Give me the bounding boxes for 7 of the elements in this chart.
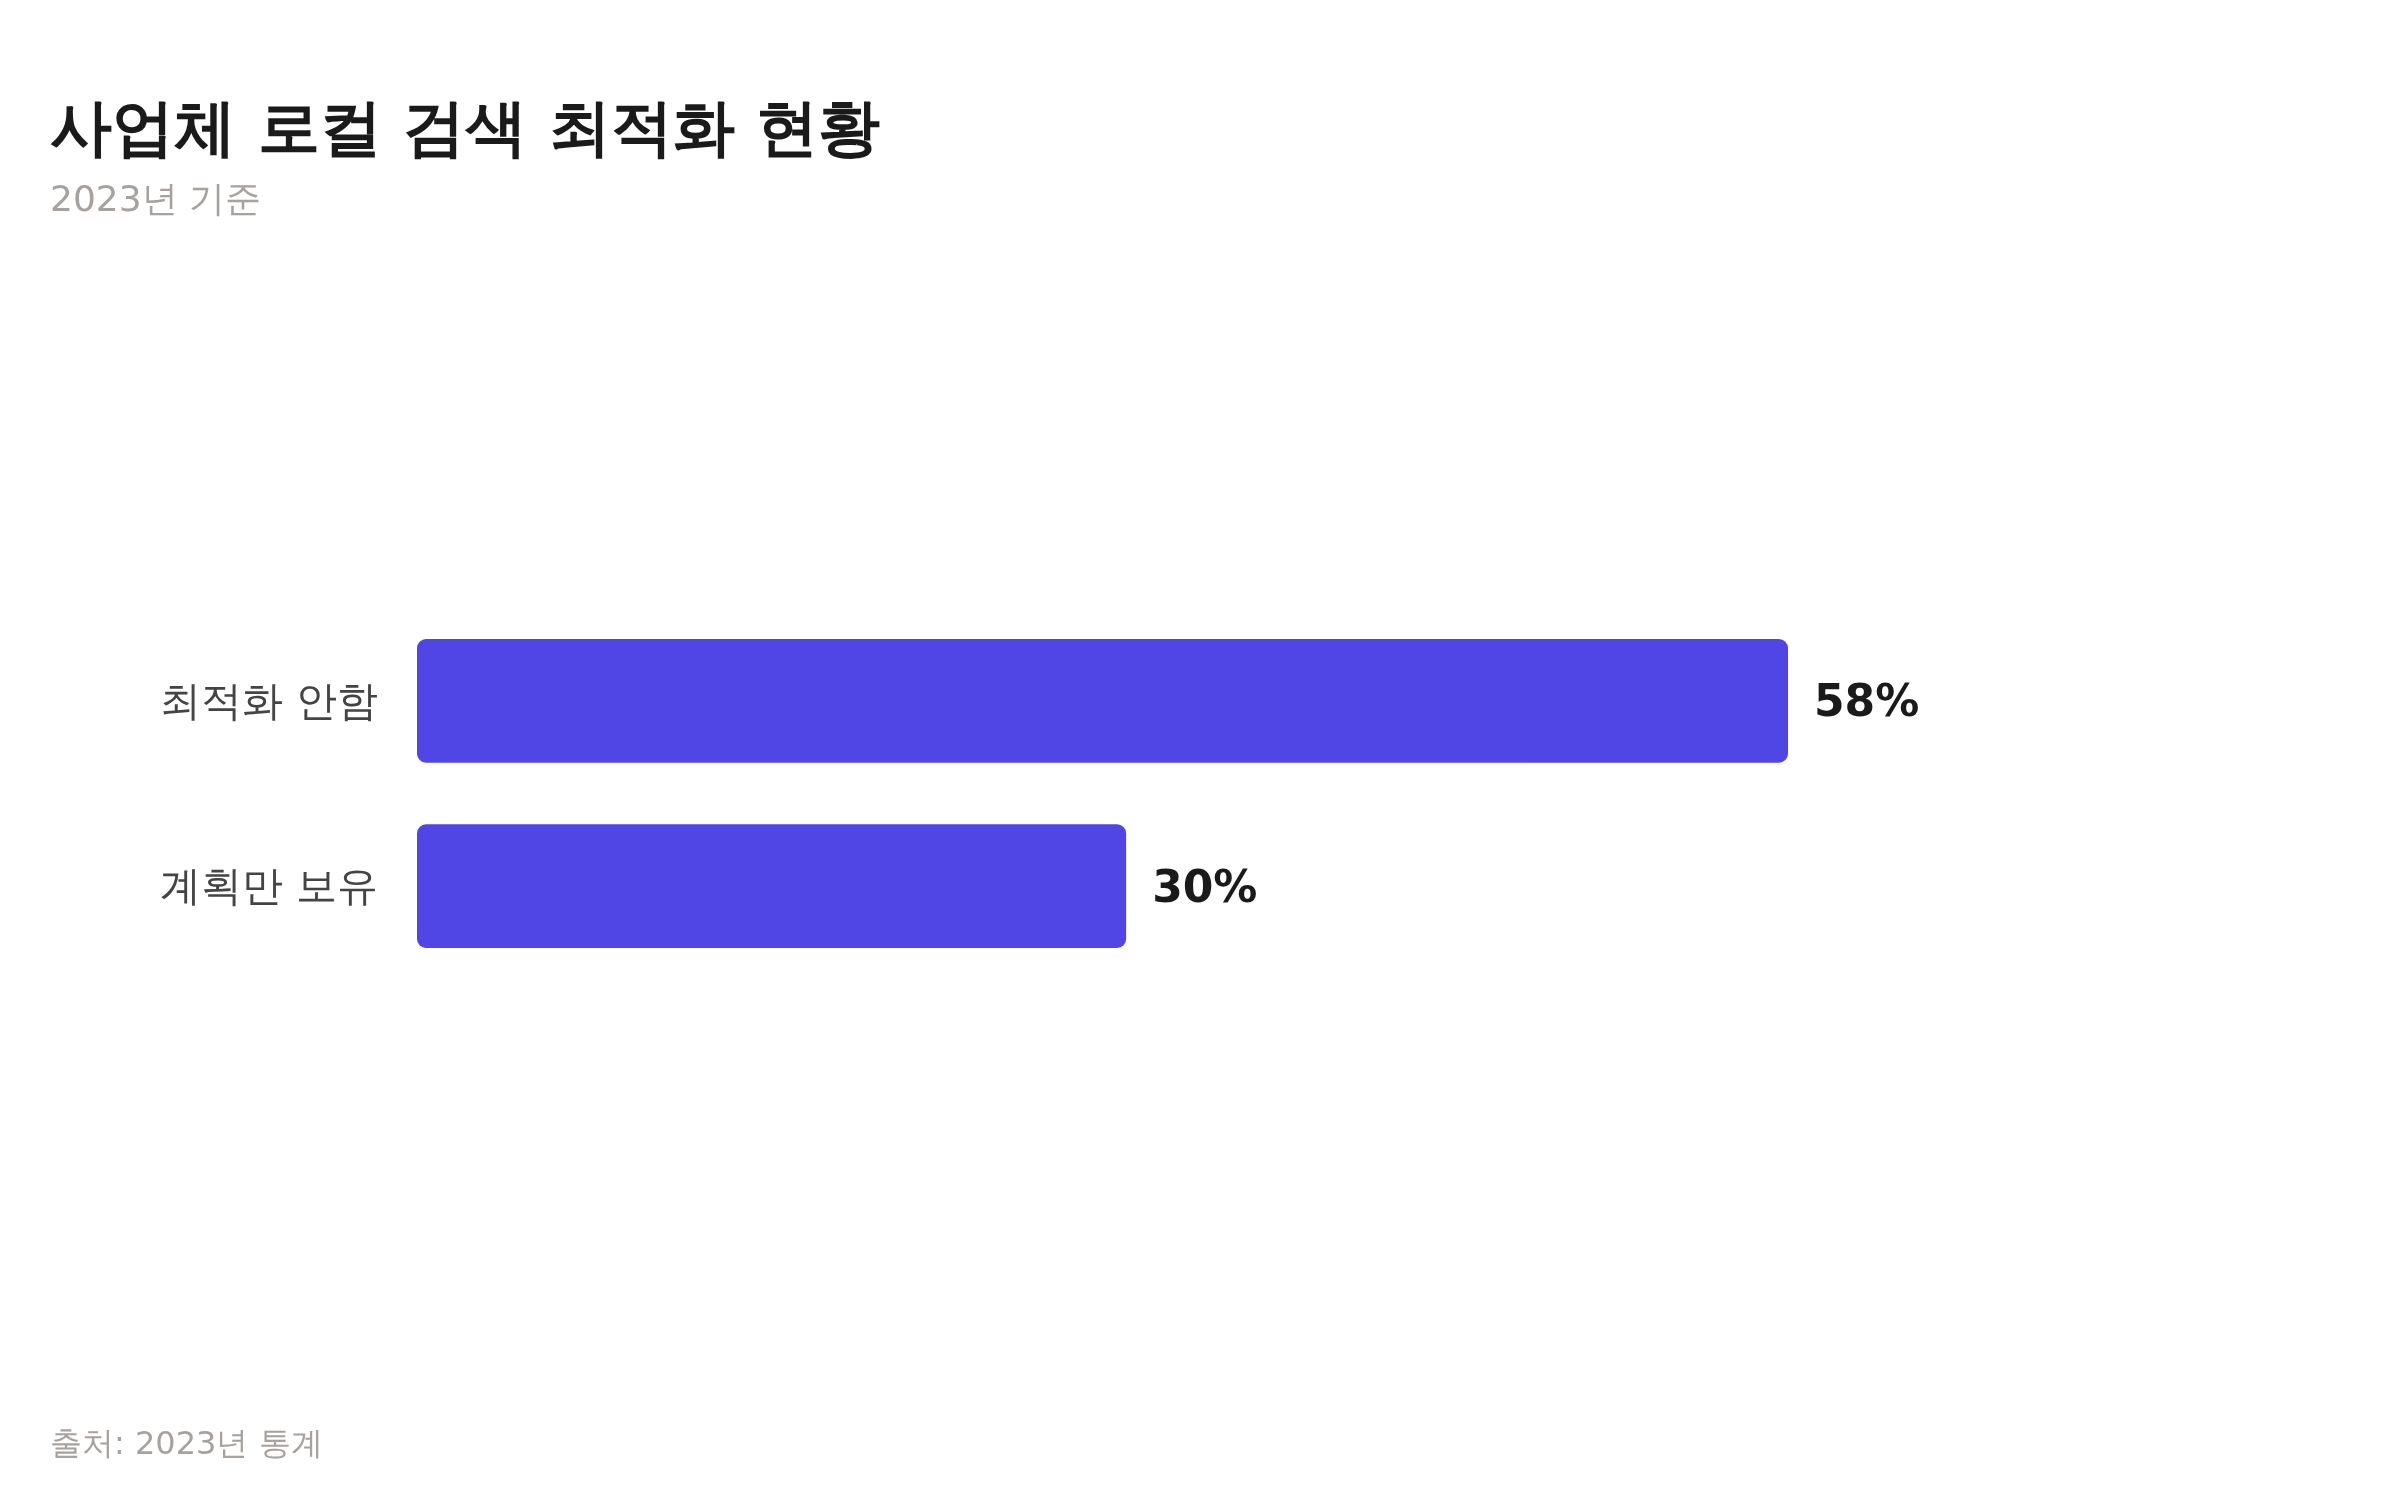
data-label: 58% — [1814, 675, 1920, 727]
chart-title: 사업체 로컬 검색 최적화 현황 — [50, 91, 881, 164]
data-label: 30% — [1152, 860, 1258, 912]
source-note: 출처: 2023년 통계 — [50, 1424, 323, 1462]
chart-subtitle: 2023년 기준 — [50, 178, 262, 219]
y-tick-label: 최적화 안함 — [159, 676, 378, 725]
y-tick-label: 계획만 보유 — [159, 862, 378, 911]
